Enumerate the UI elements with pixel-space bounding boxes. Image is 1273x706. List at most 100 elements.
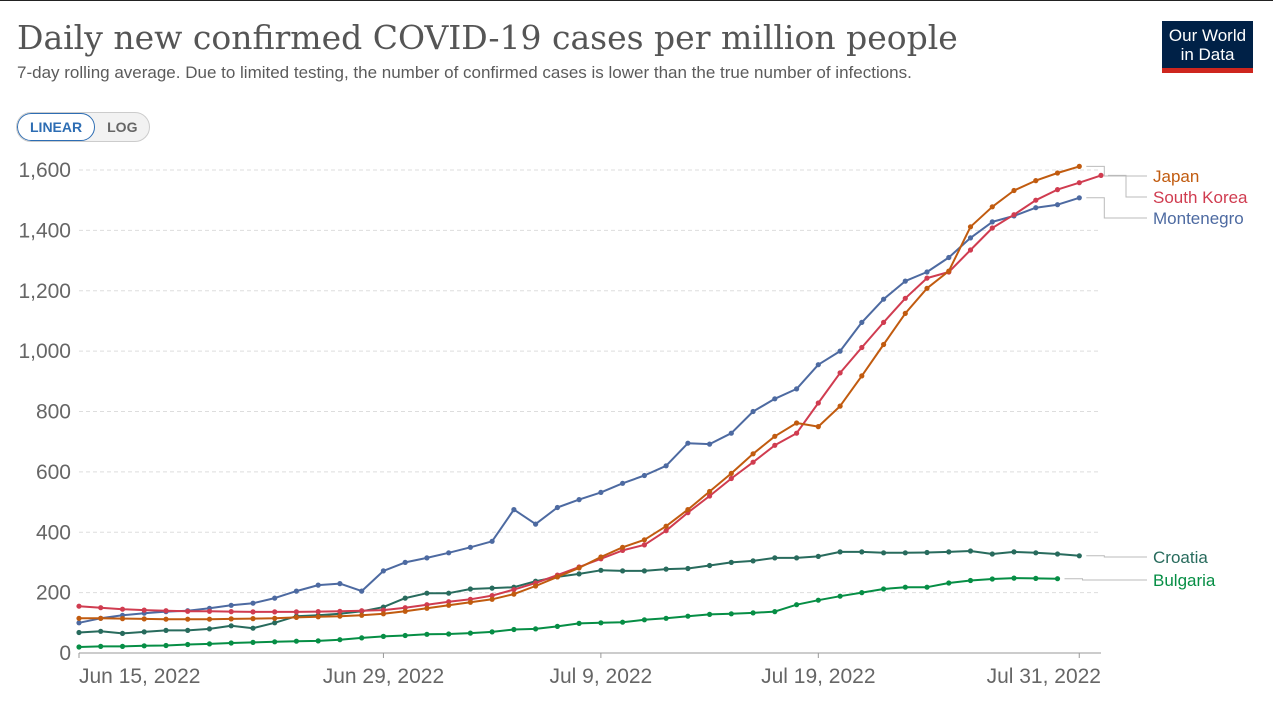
data-point-croatia — [772, 555, 778, 561]
data-point-japan — [359, 612, 365, 618]
data-point-bulgaria — [598, 620, 604, 626]
data-point-croatia — [424, 590, 430, 596]
data-point-bulgaria — [511, 626, 517, 633]
data-point-south-korea — [1098, 172, 1104, 178]
x-tick-label: Jul 31, 2022 — [987, 665, 1101, 688]
data-point-croatia — [1076, 553, 1082, 559]
data-point-japan — [141, 616, 147, 622]
x-tick-label: Jun 29, 2022 — [323, 665, 444, 688]
data-point-croatia — [641, 568, 648, 574]
data-point-south-korea — [511, 587, 517, 593]
logo-line-1: Our World — [1168, 26, 1247, 45]
data-point-bulgaria — [119, 643, 126, 650]
y-tick-label: 200 — [36, 582, 71, 605]
series-line-montenegro — [78, 196, 1080, 624]
label-connector-japan — [1086, 165, 1147, 177]
data-point-croatia — [489, 585, 495, 591]
series-label-croatia: Croatia — [1153, 548, 1208, 567]
data-point-montenegro — [1054, 202, 1061, 208]
data-point-montenegro — [272, 595, 278, 601]
data-point-south-korea — [794, 430, 800, 436]
data-point-japan — [533, 583, 539, 589]
data-point-croatia — [141, 629, 147, 635]
top-border — [0, 0, 1273, 1]
data-point-japan — [446, 602, 452, 608]
data-point-montenegro — [337, 581, 343, 587]
data-point-bulgaria — [402, 632, 408, 639]
data-point-bulgaria — [685, 613, 691, 619]
data-point-south-korea — [837, 370, 843, 376]
data-point-bulgaria — [554, 623, 561, 630]
data-point-montenegro — [76, 620, 82, 626]
data-point-japan — [663, 523, 669, 529]
data-point-south-korea — [750, 459, 756, 465]
data-point-japan — [772, 433, 778, 439]
data-point-montenegro — [967, 235, 974, 241]
series-label-japan: Japan — [1153, 167, 1199, 186]
data-point-bulgaria — [467, 630, 473, 636]
data-point-japan — [620, 544, 626, 550]
data-point-bulgaria — [1033, 575, 1039, 582]
data-point-south-korea — [1054, 187, 1061, 193]
data-point-montenegro — [946, 254, 952, 261]
data-point-bulgaria — [967, 577, 974, 584]
data-point-japan — [837, 403, 843, 409]
data-point-bulgaria — [76, 644, 82, 650]
data-point-bulgaria — [1011, 575, 1017, 581]
y-tick-label: 1,200 — [18, 280, 71, 303]
data-point-japan — [1033, 178, 1039, 184]
x-tick-label: Jul 19, 2022 — [761, 665, 875, 688]
data-point-bulgaria — [946, 580, 952, 586]
data-point-south-korea — [1011, 212, 1017, 218]
data-point-montenegro — [424, 555, 430, 561]
data-point-montenegro — [402, 559, 408, 566]
y-tick-label: 1,600 — [18, 159, 71, 182]
data-point-croatia — [685, 565, 691, 572]
data-point-south-korea — [185, 608, 191, 614]
data-point-bulgaria — [902, 584, 908, 590]
data-point-montenegro — [707, 441, 713, 447]
data-point-south-korea — [1033, 197, 1039, 203]
data-point-japan — [859, 373, 865, 379]
x-tick-label: Jul 9, 2022 — [549, 665, 652, 688]
data-point-south-korea — [380, 607, 386, 613]
linear-scale-button[interactable]: LINEAR — [17, 113, 96, 141]
data-point-montenegro — [380, 568, 386, 574]
data-point-montenegro — [989, 219, 995, 225]
label-connector-bulgaria — [1064, 578, 1147, 581]
data-point-japan — [794, 420, 800, 426]
data-point-bulgaria — [272, 639, 278, 645]
data-point-south-korea — [293, 609, 299, 615]
y-tick-label: 1,000 — [18, 340, 71, 363]
data-point-japan — [881, 341, 887, 348]
data-point-bulgaria — [620, 619, 626, 625]
data-point-montenegro — [815, 362, 821, 368]
data-point-south-korea — [902, 295, 908, 301]
data-point-bulgaria — [446, 631, 452, 637]
data-point-south-korea — [424, 602, 430, 608]
data-point-montenegro — [750, 408, 756, 415]
log-scale-button[interactable]: LOG — [107, 119, 138, 135]
data-point-japan — [576, 565, 582, 571]
data-point-bulgaria — [141, 643, 147, 649]
data-point-bulgaria — [989, 576, 995, 582]
data-point-bulgaria — [924, 584, 930, 590]
data-point-bulgaria — [576, 620, 582, 627]
data-point-croatia — [163, 627, 169, 634]
data-point-croatia — [446, 590, 452, 596]
data-point-montenegro — [924, 269, 930, 275]
data-point-japan — [902, 310, 908, 316]
data-point-south-korea — [272, 609, 278, 615]
data-point-montenegro — [902, 278, 908, 284]
data-point-japan — [989, 204, 995, 210]
data-point-croatia — [1033, 550, 1039, 556]
owid-logo[interactable]: Our World in Data — [1162, 21, 1253, 73]
data-point-croatia — [707, 562, 713, 569]
data-point-japan — [293, 614, 299, 621]
data-point-croatia — [837, 549, 843, 555]
series-label-bulgaria: Bulgaria — [1153, 571, 1216, 590]
data-point-bulgaria — [533, 626, 539, 632]
data-point-japan — [554, 574, 561, 580]
data-point-montenegro — [576, 497, 582, 503]
